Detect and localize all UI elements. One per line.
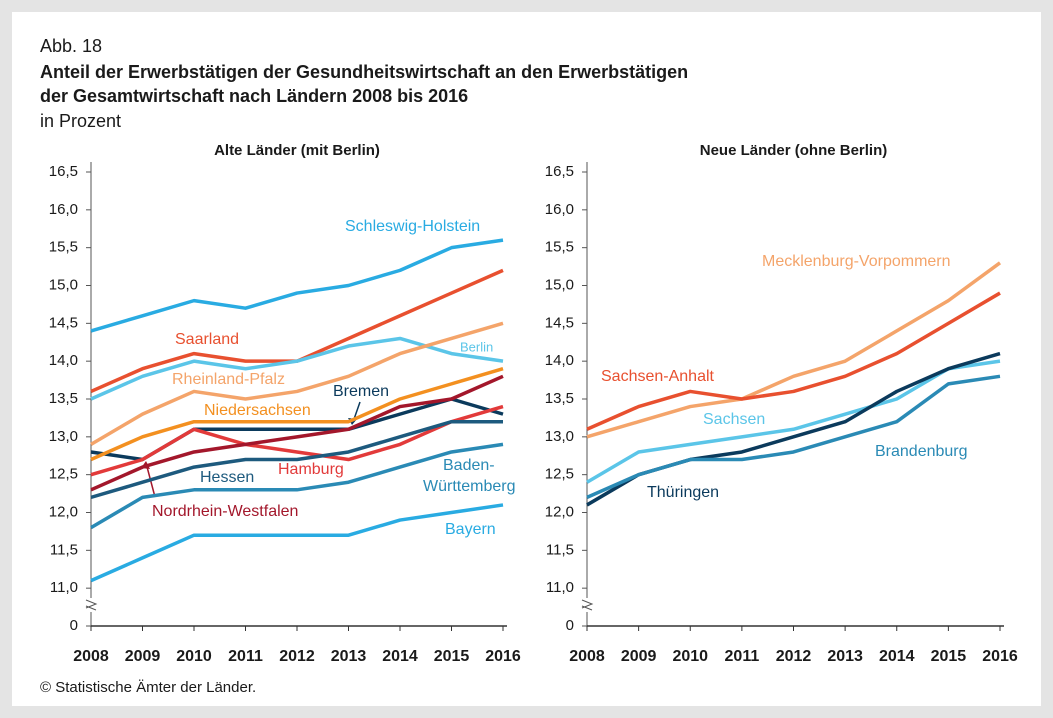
title-line: Anteil der Erwerbstätigen der Gesundheit…	[40, 62, 688, 82]
series-label: Schleswig-Holstein	[345, 218, 480, 235]
y-tick-label: 0	[70, 617, 78, 634]
series-line	[586, 374, 1001, 499]
series-label: Brandenburg	[875, 443, 968, 460]
x-tick-label: 2013	[827, 648, 863, 665]
y-tick-label: 11,0	[50, 579, 78, 596]
y-tick-label: 11,5	[50, 541, 78, 558]
x-tick-label: 2010	[672, 648, 708, 665]
x-tick-label: 2011	[228, 648, 263, 665]
source: © Statistische Ämter der Länder.	[40, 679, 256, 696]
y-tick-label: 11,5	[546, 541, 574, 558]
x-tick-label: 2014	[382, 648, 418, 665]
x-tick-label: 2016	[982, 648, 1018, 665]
x-tick-label: 2015	[931, 648, 967, 665]
x-tick-label: 2008	[73, 648, 109, 665]
x-tick-label: 2011	[725, 648, 760, 665]
y-tick-label: 15,0	[49, 276, 78, 293]
series-label: Thüringen	[647, 484, 719, 501]
y-tick-label: 16,0	[545, 201, 574, 218]
y-tick-label: 15,0	[545, 276, 574, 293]
y-tick-label: 13,0	[545, 428, 574, 445]
series-line	[90, 503, 504, 583]
series-label: Mecklenburg-Vorpommern	[762, 253, 951, 270]
series-label: Nordrhein-Westfalen	[152, 503, 298, 520]
y-tick-label: 16,5	[49, 163, 78, 180]
x-tick-label: 2015	[434, 648, 470, 665]
title-line: der Gesamtwirtschaft nach Ländern 2008 b…	[40, 86, 468, 106]
series-label: Niedersachsen	[204, 402, 311, 419]
y-tick-label: 14,0	[545, 352, 574, 369]
panel-title: Neue Länder (ohne Berlin)	[700, 142, 888, 159]
series-label: Saarland	[175, 331, 239, 348]
subtitle: in Prozent	[40, 111, 121, 131]
series-line	[90, 336, 504, 401]
series-label: Hessen	[200, 469, 254, 486]
y-tick-label: 14,5	[49, 314, 78, 331]
axis-break-gap	[85, 598, 97, 612]
y-tick-label: 12,5	[545, 466, 574, 483]
y-tick-label: 15,5	[49, 239, 78, 256]
series-line	[90, 367, 504, 462]
x-tick-label: 2010	[176, 648, 212, 665]
y-tick-label: 16,0	[49, 201, 78, 218]
y-tick-label: 14,5	[545, 314, 574, 331]
x-tick-label: 2012	[279, 648, 315, 665]
axis-break-gap	[581, 598, 593, 612]
y-tick-label: 13,0	[49, 428, 78, 445]
y-tick-label: 13,5	[49, 390, 78, 407]
series-line	[90, 238, 504, 333]
series-line	[90, 404, 504, 477]
series-label: Sachsen	[703, 411, 765, 428]
series-line	[586, 359, 1001, 484]
x-tick-label: 2014	[879, 648, 915, 665]
y-tick-label: 11,0	[546, 579, 574, 596]
y-tick-label: 12,5	[49, 466, 78, 483]
series-line	[90, 419, 503, 500]
axis-break	[581, 599, 594, 611]
y-tick-label: 16,5	[545, 163, 574, 180]
series-line	[586, 261, 1002, 439]
y-tick-label: 0	[566, 617, 574, 634]
axis-break	[85, 599, 98, 611]
series-label: Bayern	[445, 521, 496, 538]
x-tick-label: 2012	[776, 648, 812, 665]
card	[12, 12, 1041, 706]
x-tick-label: 2008	[569, 648, 605, 665]
x-tick-label: 2009	[621, 648, 657, 665]
x-tick-label: 2009	[125, 648, 161, 665]
series-line	[586, 291, 1001, 431]
series-line	[90, 442, 504, 530]
series-line	[90, 374, 504, 492]
y-tick-label: 14,0	[49, 352, 78, 369]
series-line	[90, 321, 504, 446]
figure-label: Abb. 18	[40, 36, 102, 56]
y-tick-label: 15,5	[545, 239, 574, 256]
panel-title: Alte Länder (mit Berlin)	[214, 142, 380, 159]
y-tick-label: 12,0	[49, 503, 78, 520]
x-tick-label: 2016	[485, 648, 521, 665]
y-tick-label: 13,5	[545, 390, 574, 407]
series-label: Berlin	[460, 339, 493, 354]
series-label: Bremen	[333, 383, 389, 400]
series-label: Sachsen-Anhalt	[601, 368, 715, 385]
x-tick-label: 2013	[331, 648, 367, 665]
series-label: Hamburg	[278, 461, 344, 478]
series-label: Baden-Württemberg	[423, 457, 515, 495]
series-label: Rheinland-Pfalz	[172, 371, 285, 388]
y-tick-label: 12,0	[545, 503, 574, 520]
